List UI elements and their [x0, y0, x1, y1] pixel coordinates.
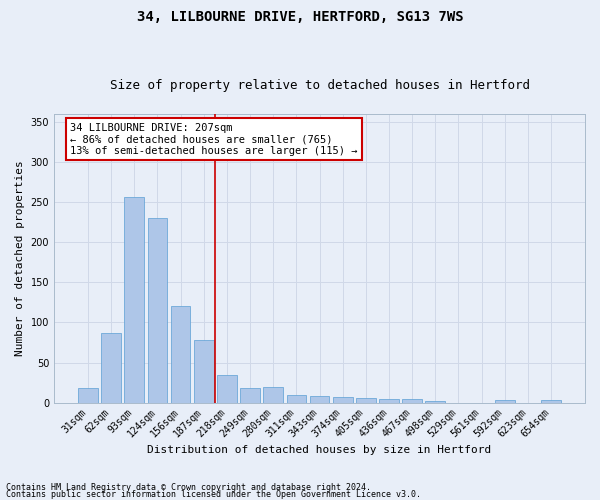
Bar: [541, 400, 561, 402]
Text: 34, LILBOURNE DRIVE, HERTFORD, SG13 7WS: 34, LILBOURNE DRIVE, HERTFORD, SG13 7WS: [137, 10, 463, 24]
Bar: [402, 400, 422, 402]
Text: Contains HM Land Registry data © Crown copyright and database right 2024.: Contains HM Land Registry data © Crown c…: [6, 484, 371, 492]
Bar: [263, 386, 283, 402]
Bar: [217, 374, 237, 402]
Bar: [194, 340, 214, 402]
X-axis label: Distribution of detached houses by size in Hertford: Distribution of detached houses by size …: [148, 445, 491, 455]
Bar: [495, 400, 515, 402]
Bar: [78, 388, 98, 402]
Y-axis label: Number of detached properties: Number of detached properties: [15, 160, 25, 356]
Bar: [287, 394, 306, 402]
Bar: [310, 396, 329, 402]
Bar: [356, 398, 376, 402]
Bar: [124, 196, 144, 402]
Bar: [101, 333, 121, 402]
Title: Size of property relative to detached houses in Hertford: Size of property relative to detached ho…: [110, 79, 530, 92]
Text: Contains public sector information licensed under the Open Government Licence v3: Contains public sector information licen…: [6, 490, 421, 499]
Bar: [379, 398, 399, 402]
Text: 34 LILBOURNE DRIVE: 207sqm
← 86% of detached houses are smaller (765)
13% of sem: 34 LILBOURNE DRIVE: 207sqm ← 86% of deta…: [70, 122, 358, 156]
Bar: [425, 401, 445, 402]
Bar: [171, 306, 190, 402]
Bar: [148, 218, 167, 402]
Bar: [240, 388, 260, 402]
Bar: [333, 397, 353, 402]
